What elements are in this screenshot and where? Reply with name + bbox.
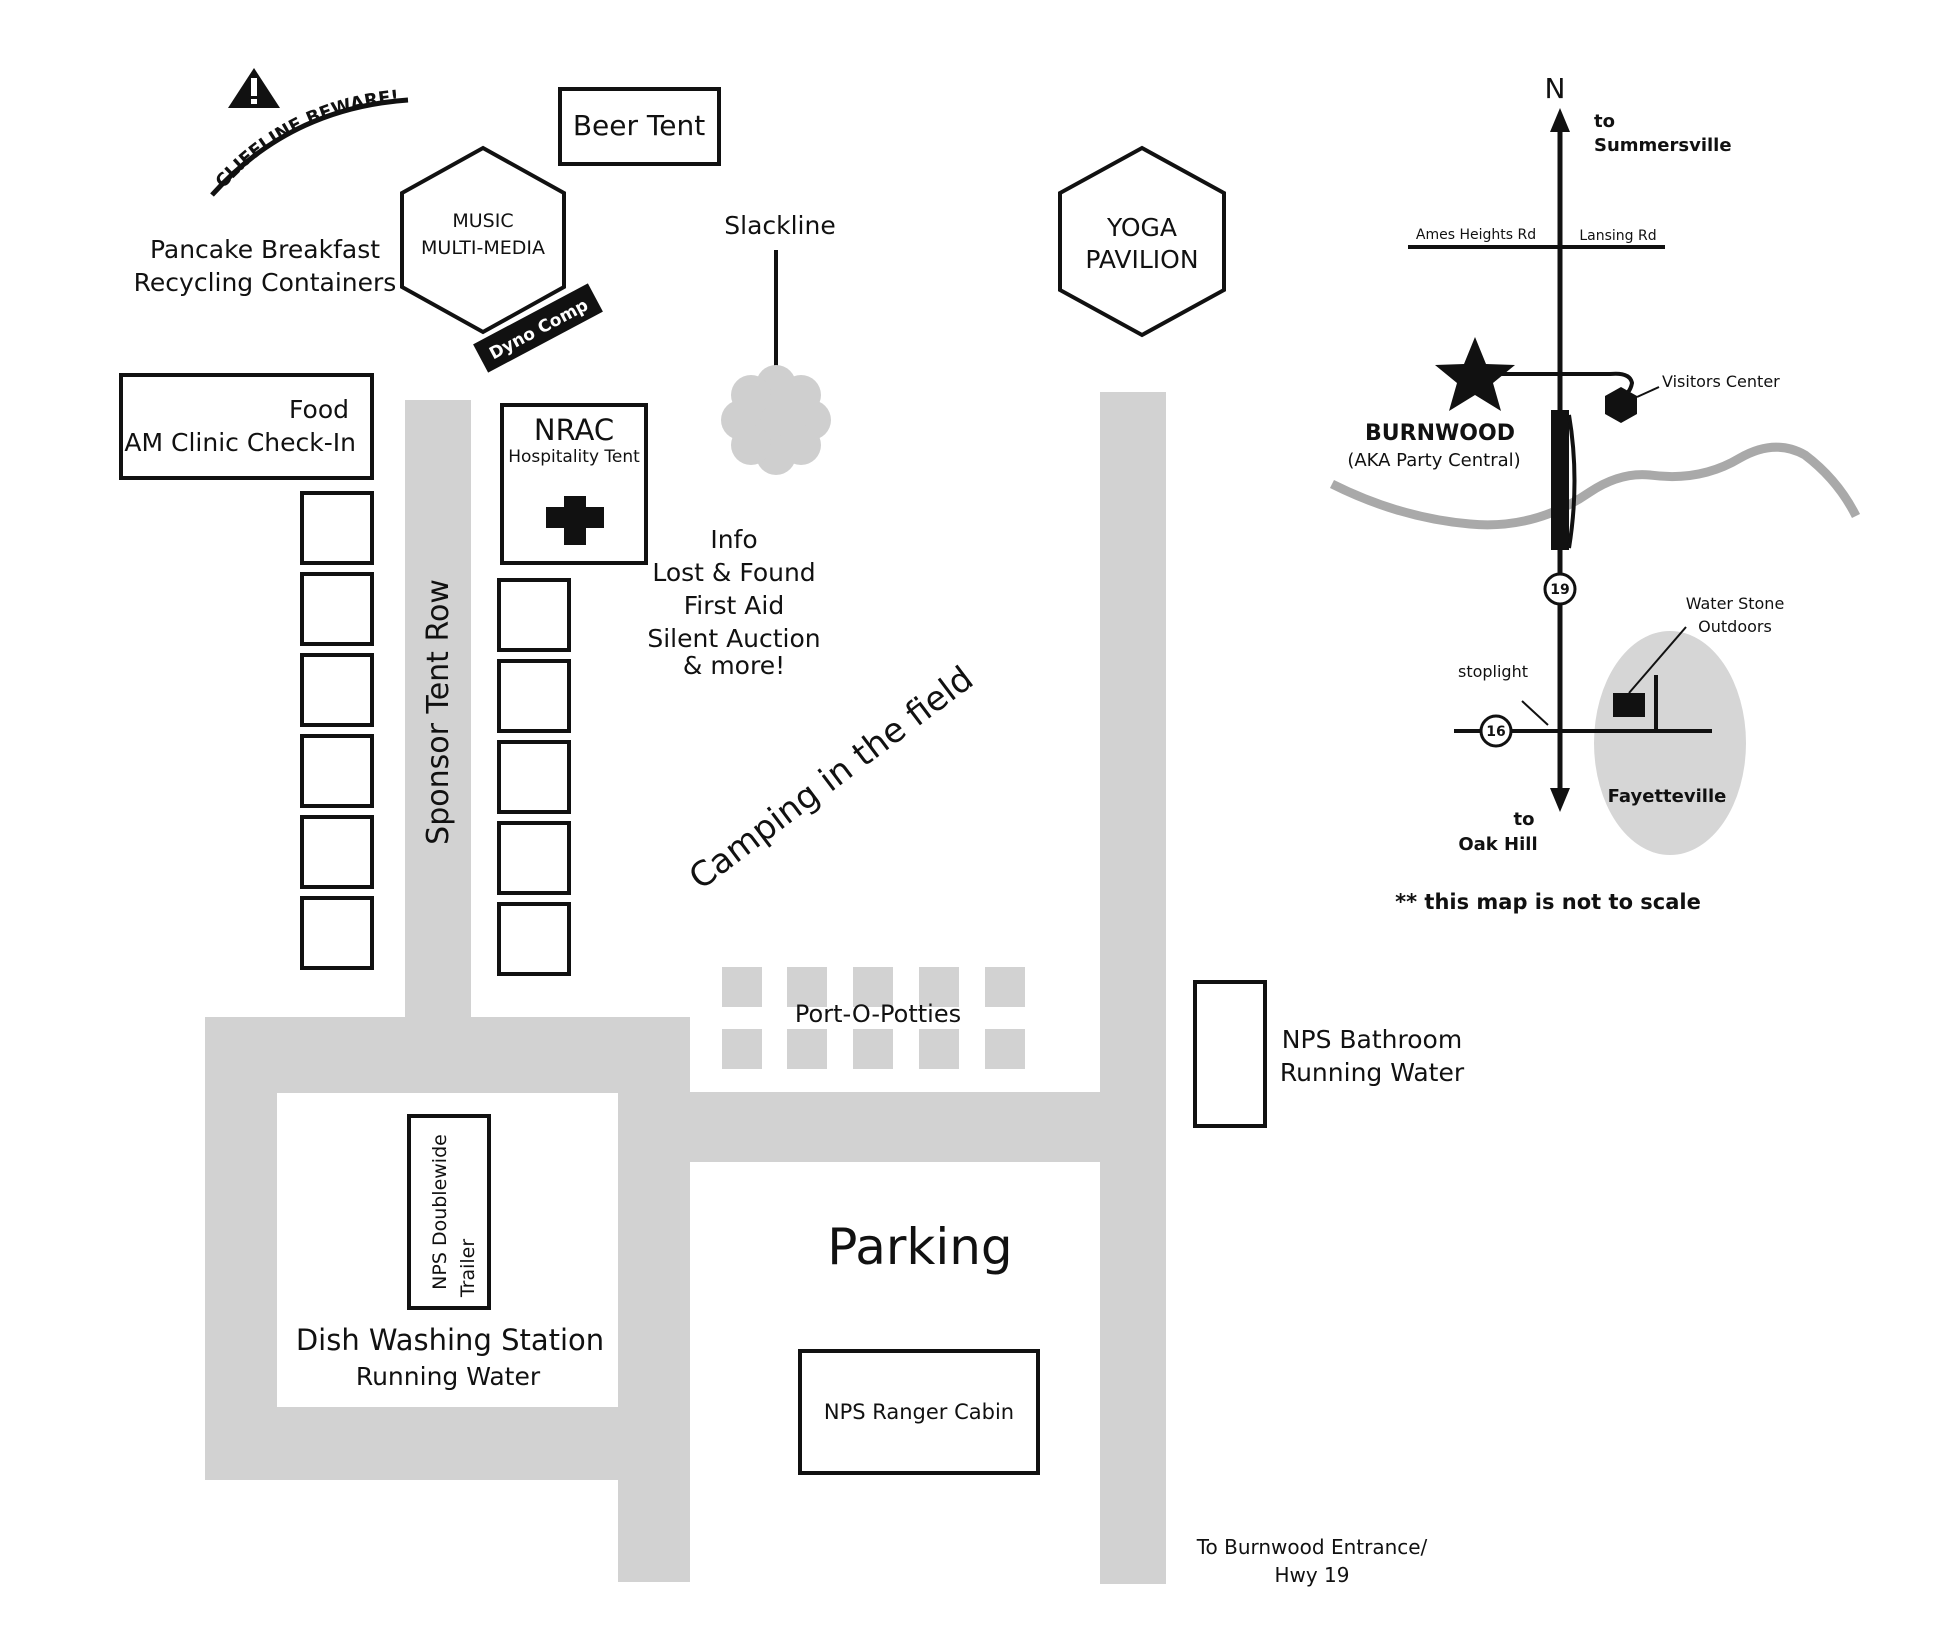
- slackline: Slackline: [721, 211, 836, 475]
- right-sponsor-tents: [497, 578, 571, 976]
- nps-bathroom: NPS Bathroom Running Water: [1193, 980, 1465, 1128]
- road-network: [205, 392, 1166, 1584]
- bathroom-running-water-label: Running Water: [1280, 1058, 1465, 1087]
- first-aid-cross-icon: [546, 496, 604, 545]
- silent-auction-label: Silent Auction: [647, 624, 820, 653]
- route-16-shield-icon: [1479, 714, 1513, 748]
- pavilion-label: PAVILION: [1085, 245, 1198, 274]
- north-label: N: [1545, 72, 1566, 105]
- sponsor-tent: [300, 653, 374, 727]
- entrance-label-2: Hwy 19: [1274, 1563, 1349, 1587]
- camping-label: Camping in the field: [682, 659, 981, 898]
- sponsor-row-road: [405, 400, 471, 1020]
- music-multimedia-hex: MUSIC MULTI-MEDIA: [400, 145, 566, 335]
- visitors-center-label: Visitors Center: [1662, 372, 1780, 391]
- south-arrow-icon: [1550, 788, 1570, 812]
- ames-heights-label: Ames Heights Rd: [1416, 227, 1536, 243]
- dish-washing-label: Dish Washing Station: [296, 1323, 604, 1357]
- flower-icon: [721, 365, 831, 475]
- water-stone-label-1: Water Stone: [1686, 594, 1785, 613]
- sponsor-tent: [497, 659, 571, 733]
- dish-running-water-label: Running Water: [356, 1362, 541, 1391]
- route-19-shield-icon: [1543, 572, 1577, 606]
- parking-label: Parking: [827, 1218, 1012, 1276]
- not-to-scale-note: ** this map is not to scale: [1395, 890, 1701, 914]
- sponsor-row-label: Sponsor Tent Row: [421, 579, 456, 845]
- sponsor-tent: [497, 902, 571, 976]
- to-oak-hill-label-1: to: [1514, 809, 1535, 830]
- burnwood-aka-label: (AKA Party Central): [1347, 450, 1520, 471]
- ranger-cabin-label: NPS Ranger Cabin: [824, 1400, 1014, 1424]
- lansing-label: Lansing Rd: [1579, 228, 1656, 244]
- beer-tent: Beer Tent: [558, 87, 721, 166]
- pancake-label: Pancake Breakfast: [150, 235, 380, 264]
- river: [1329, 442, 1861, 530]
- route-19-label: 19: [1550, 582, 1569, 598]
- nrac-hospitality-tent: NRAC Hospitality Tent: [500, 403, 648, 565]
- nrac-label: NRAC: [534, 413, 614, 447]
- multimedia-label: MULTI-MEDIA: [421, 237, 545, 259]
- entrance-label-1: To Burnwood Entrance/: [1196, 1535, 1428, 1559]
- warning-exclamation-icon: [251, 78, 257, 96]
- music-label: MUSIC: [452, 210, 513, 232]
- info-label: Info: [710, 525, 757, 554]
- first-aid-label: First Aid: [684, 591, 784, 620]
- food-tent: Food AM Clinic Check-In: [119, 373, 374, 480]
- main-east-road: [1100, 392, 1166, 1584]
- burnwood-label: BURNWOOD: [1365, 421, 1515, 446]
- yoga-pavilion: YOGA PAVILION: [1058, 145, 1226, 338]
- sponsor-tent: [300, 815, 374, 889]
- visitors-center-icon: [1605, 387, 1637, 423]
- cliff-line: [210, 97, 409, 197]
- sponsor-tent: [497, 578, 571, 652]
- sponsor-tent: [300, 491, 374, 565]
- entrance-note: To Burnwood Entrance/ Hwy 19: [1196, 1535, 1428, 1587]
- port-o-potties: Port-O-Potties: [722, 967, 1025, 1069]
- nps-ranger-cabin: NPS Ranger Cabin: [798, 1349, 1040, 1475]
- to-summersville-label-1: to: [1594, 111, 1615, 132]
- sponsor-tent: [300, 572, 374, 646]
- doublewide-label: NPS Doublewide: [429, 1134, 451, 1290]
- fayetteville-area: [1594, 631, 1746, 855]
- yoga-label: YOGA: [1106, 213, 1177, 242]
- recycling-label: Recycling Containers: [134, 268, 397, 297]
- am-clinic-label: AM Clinic Check-In: [124, 428, 356, 457]
- trailer-label: Trailer: [457, 1239, 479, 1299]
- sponsor-tent: [300, 896, 374, 970]
- burnwood-star-icon: [1435, 337, 1515, 411]
- nps-bathroom-label: NPS Bathroom: [1282, 1025, 1462, 1054]
- water-stone-icon: [1613, 693, 1645, 717]
- and-more-label: & more!: [683, 651, 785, 680]
- beer-tent-label: Beer Tent: [573, 109, 705, 142]
- to-oak-hill-label-2: Oak Hill: [1458, 834, 1537, 855]
- water-stone-label-2: Outdoors: [1698, 617, 1772, 636]
- locator-inset-map: N to Summersville Ames Heights Rd Lansin…: [1329, 72, 1861, 914]
- bridge: [1551, 410, 1569, 550]
- loop-road: [205, 1017, 1100, 1582]
- sponsor-tent: [497, 821, 571, 895]
- food-label: Food: [289, 395, 349, 424]
- hospitality-label: Hospitality Tent: [508, 447, 640, 467]
- lost-found-label: Lost & Found: [652, 558, 815, 587]
- cliffline-warning: CLIFFLINE BEWARE!: [210, 68, 409, 197]
- sponsor-tent: [497, 740, 571, 814]
- north-arrow-icon: [1550, 108, 1570, 132]
- port-o-potties-label: Port-O-Potties: [795, 1000, 961, 1028]
- stoplight-label: stoplight: [1458, 662, 1528, 681]
- fayetteville-label: Fayetteville: [1608, 786, 1727, 807]
- left-sponsor-tents: [300, 491, 374, 970]
- slackline-label: Slackline: [724, 211, 835, 240]
- info-services: Info Lost & Found First Aid Silent Aucti…: [647, 525, 820, 680]
- route-16-label: 16: [1486, 724, 1505, 740]
- to-summersville-label-2: Summersville: [1594, 135, 1732, 156]
- sponsor-tent: [300, 734, 374, 808]
- dish-washing-area: NPS Doublewide Trailer Dish Washing Stat…: [296, 1114, 604, 1391]
- pancake-breakfast: Pancake Breakfast Recycling Containers: [134, 235, 397, 297]
